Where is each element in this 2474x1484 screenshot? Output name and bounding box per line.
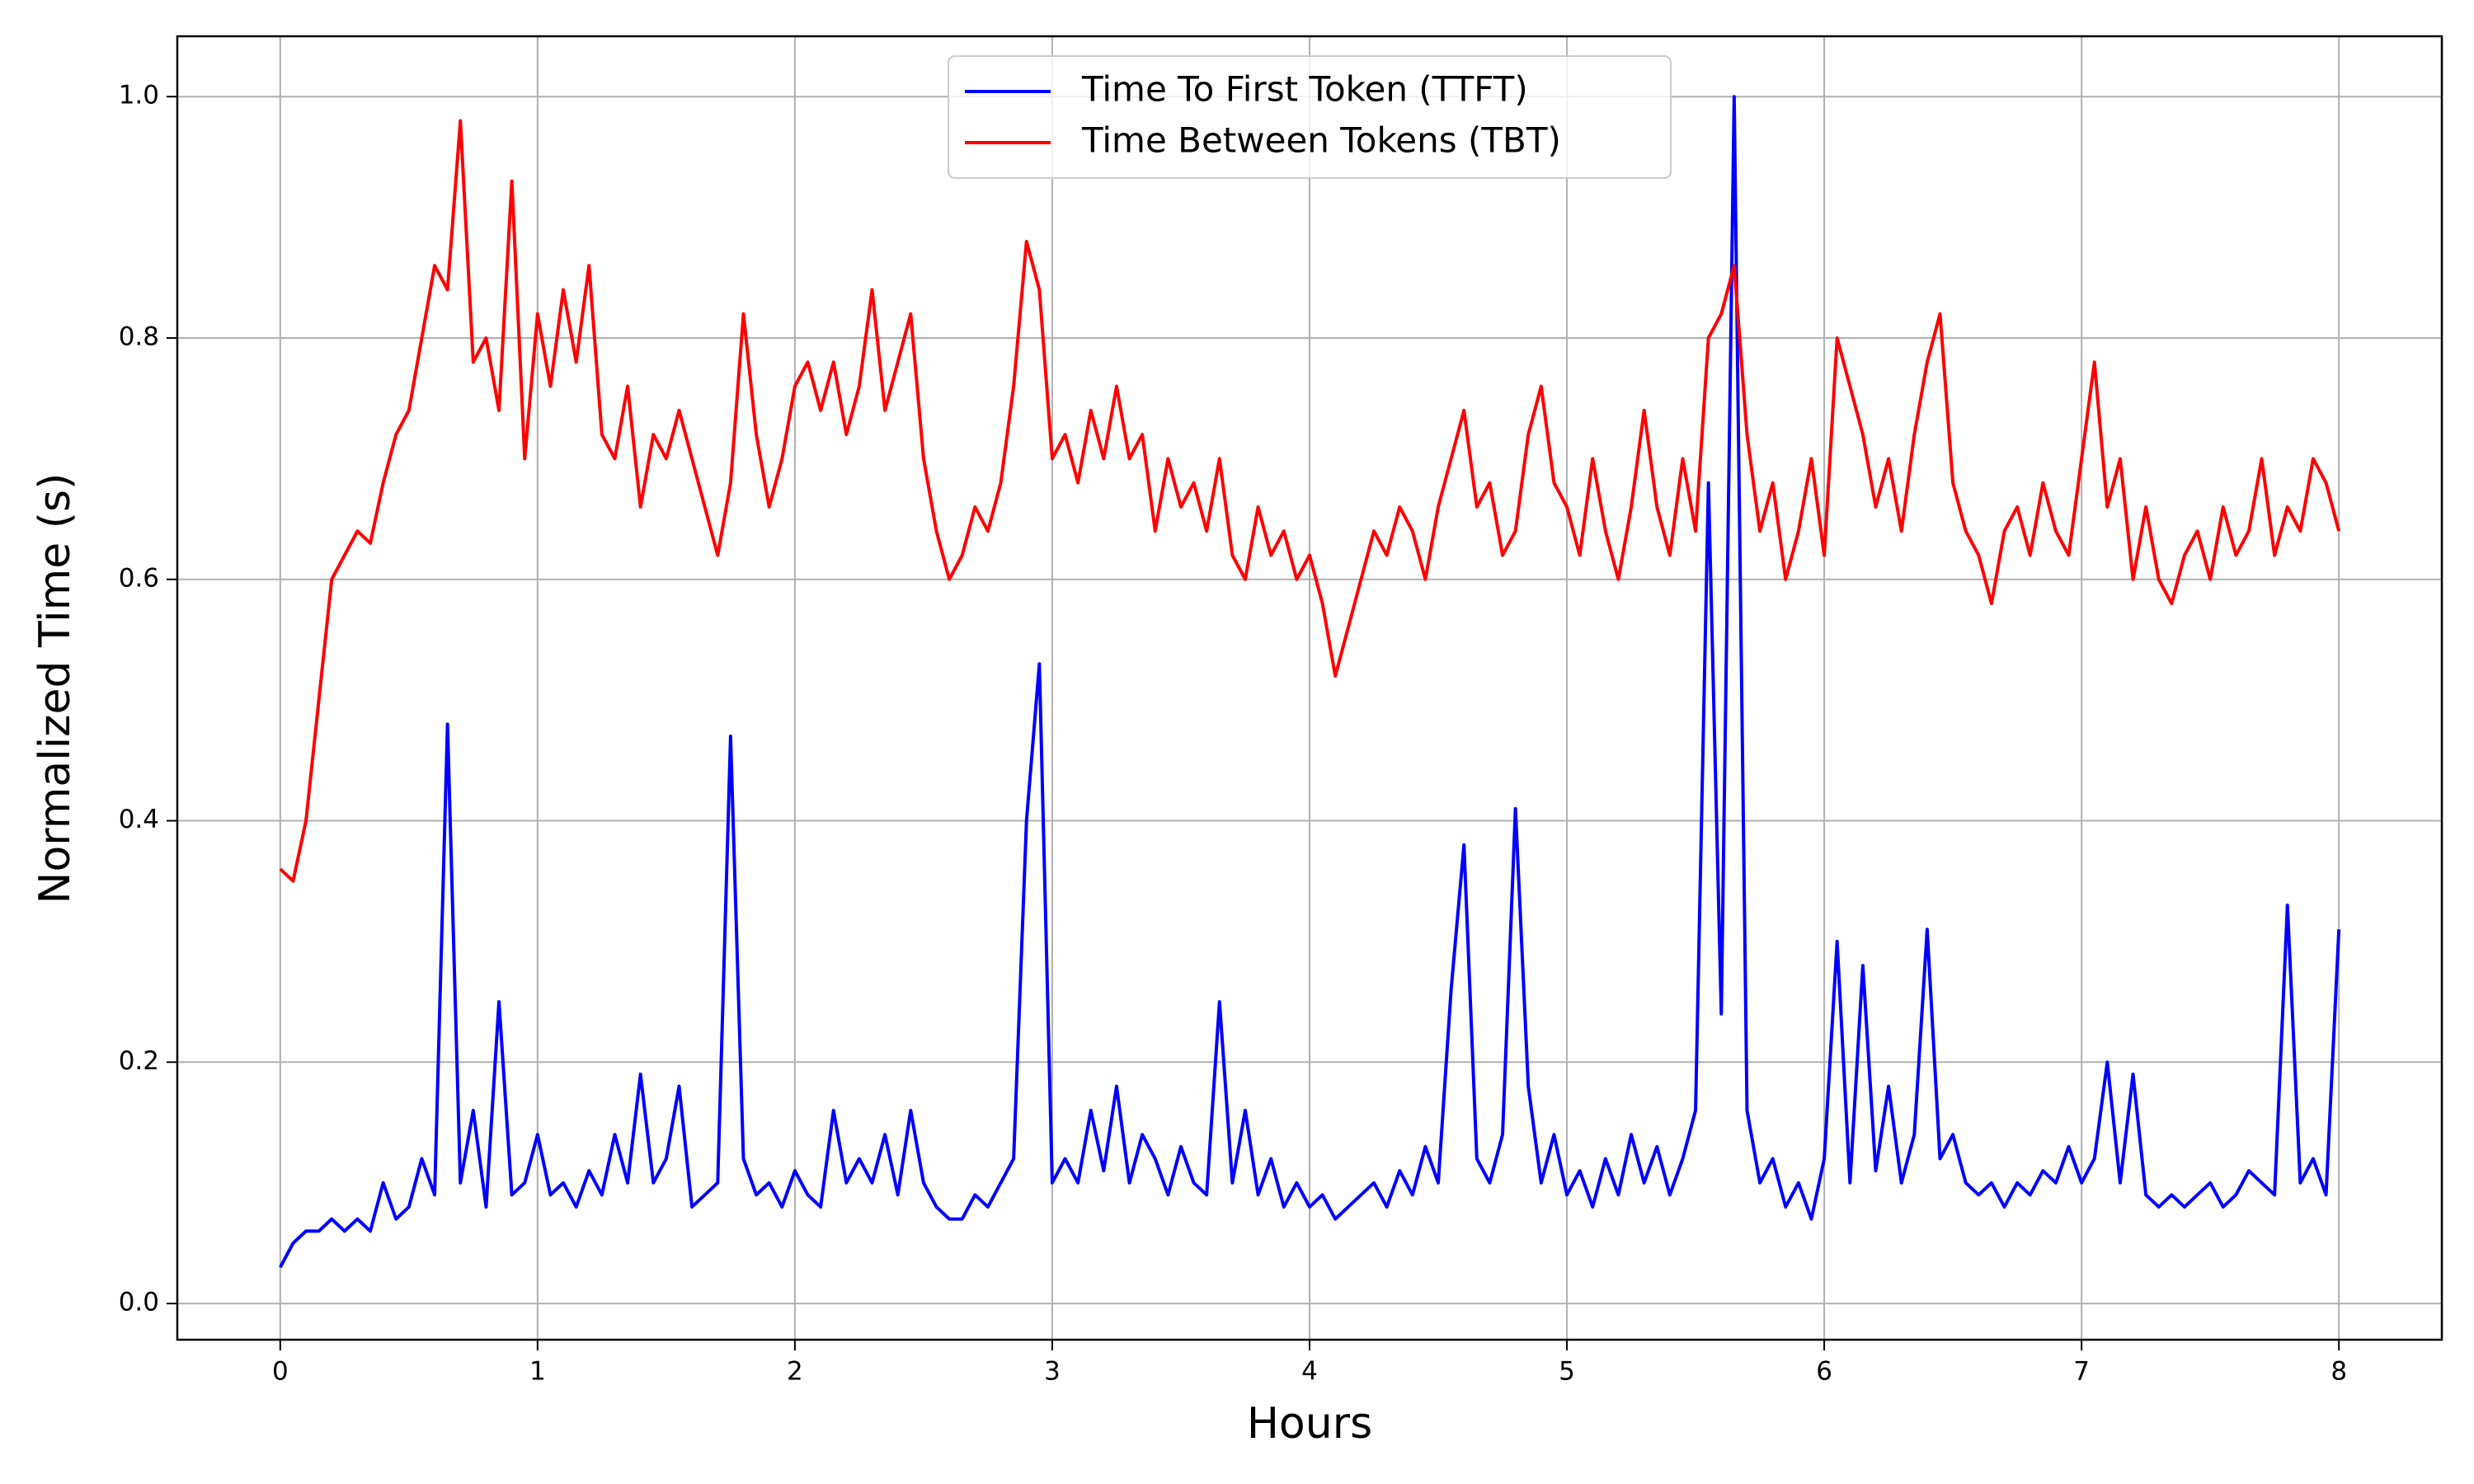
y-tick-label: 0.4	[119, 805, 159, 834]
y-tick-label: 0.6	[119, 563, 159, 593]
x-tick-label: 0	[272, 1357, 289, 1387]
x-tick-label: 5	[1559, 1357, 1575, 1387]
grid	[177, 36, 2442, 1340]
x-axis-label: Hours	[1247, 1399, 1372, 1449]
plot-lines	[279, 95, 2341, 1269]
y-tick-label: 0.2	[119, 1046, 159, 1076]
legend-box	[948, 55, 1672, 179]
x-tick-label: 6	[1816, 1357, 1832, 1387]
ticks: 0 1 2 3 4 5 6 7 8 0.0 0.2 0.4 0.6 0.8 1.0	[119, 81, 2347, 1387]
x-tick-label: 2	[787, 1357, 803, 1387]
series-line	[279, 95, 2341, 1269]
legend-label: Time Between Tokens (TBT)	[1081, 120, 1561, 161]
x-tick-label: 3	[1044, 1357, 1061, 1387]
x-tick-label: 7	[2073, 1357, 2090, 1387]
y-tick-label: 0.8	[119, 322, 159, 351]
legend: Time To First Token (TTFT) Time Between T…	[948, 55, 1672, 179]
series-line	[279, 119, 2341, 883]
x-tick-label: 8	[2331, 1357, 2347, 1387]
y-tick-label: 1.0	[119, 81, 159, 110]
x-tick-label: 4	[1301, 1357, 1318, 1387]
x-tick-label: 1	[529, 1357, 546, 1387]
y-axis-label: Normalized Time (s)	[31, 473, 80, 904]
y-tick-label: 0.0	[119, 1288, 159, 1317]
legend-label: Time To First Token (TTFT)	[1081, 69, 1528, 110]
